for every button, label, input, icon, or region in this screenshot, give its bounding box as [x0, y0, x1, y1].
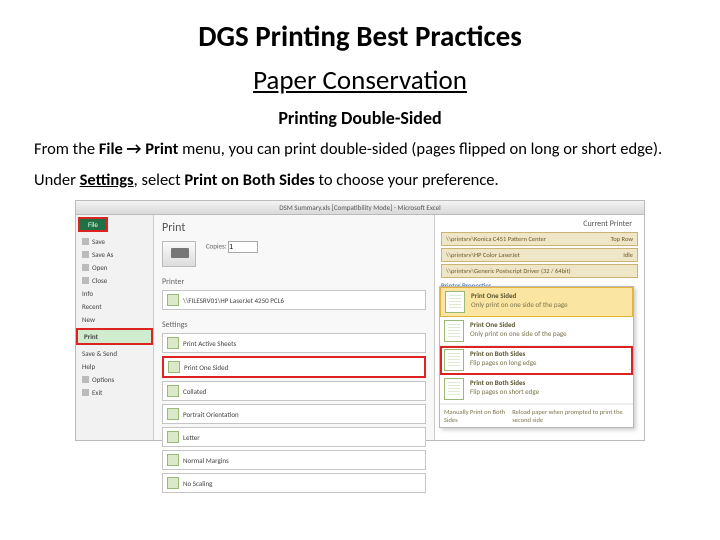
print-button[interactable]	[162, 241, 196, 267]
screenshot: DSM Summary.xls [Compatibility Mode] - M…	[75, 200, 645, 441]
sheets-icon	[167, 337, 179, 349]
exit-icon	[82, 389, 89, 396]
close-icon	[82, 277, 89, 284]
setting-sides[interactable]: Print One Sided	[162, 356, 426, 378]
settings-label: Settings	[162, 320, 426, 330]
sidebar-item-savesend[interactable]: Save & Send	[76, 347, 153, 360]
setting-margins[interactable]: Normal Margins	[162, 450, 426, 470]
paragraph-2: Under Settings, select Print on Both Sid…	[34, 170, 686, 191]
sidebar-item-open[interactable]: Open	[76, 261, 153, 274]
size-icon	[167, 431, 179, 443]
slide-subtitle: Paper Conservation	[34, 64, 686, 97]
window-titlebar: DSM Summary.xls [Compatibility Mode] - M…	[76, 201, 644, 215]
printer-label: Printer	[162, 277, 426, 287]
file-tab[interactable]: File	[78, 217, 108, 232]
sidebar-item-exit[interactable]: Exit	[76, 386, 153, 399]
dd-option-both-short[interactable]: Print on Both SidesFlip pages on short e…	[440, 375, 633, 404]
paragraph-1: From the File → Print menu, you can prin…	[34, 139, 686, 160]
sidebar-item-new[interactable]: New	[76, 313, 153, 326]
sidebar-item-save[interactable]: Save	[76, 235, 153, 248]
copies-label: Copies:	[206, 242, 227, 251]
slide-title: DGS Printing Best Practices	[34, 18, 686, 54]
page-icon	[444, 320, 464, 342]
collate-icon	[167, 385, 179, 397]
sidebar-item-saveas[interactable]: Save As	[76, 248, 153, 261]
printer-row-2[interactable]: \\printsrv\Generic Postscript Driver (32…	[441, 264, 638, 278]
dd-option-one-sided-1[interactable]: Print One SidedOnly print on one side of…	[440, 287, 633, 317]
dd-footer: Manually Print on Both Sides Reload pape…	[440, 404, 633, 427]
copies-input[interactable]	[228, 241, 258, 253]
setting-orientation[interactable]: Portrait Orientation	[162, 404, 426, 424]
page-icon	[444, 378, 464, 400]
page-icon	[445, 291, 465, 313]
sides-dropdown: Print One SidedOnly print on one side of…	[439, 286, 634, 428]
sidebar-item-options[interactable]: Options	[76, 373, 153, 386]
sidebar-item-close[interactable]: Close	[76, 274, 153, 287]
printer-row-1[interactable]: \\printsrv\HP Color LaserJetIdle	[441, 248, 638, 262]
open-icon	[82, 264, 89, 271]
sidebar-item-recent[interactable]: Recent	[76, 300, 153, 313]
sidebar-item-help[interactable]: Help	[76, 360, 153, 373]
setting-size[interactable]: Letter	[162, 427, 426, 447]
scaling-icon	[167, 477, 179, 489]
setting-scaling[interactable]: No Scaling	[162, 473, 426, 493]
sides-icon	[168, 361, 180, 373]
saveas-icon	[82, 251, 89, 258]
orientation-icon	[167, 408, 179, 420]
margins-icon	[167, 454, 179, 466]
dd-option-one-sided-2[interactable]: Print One SidedOnly print on one side of…	[440, 317, 633, 346]
dd-option-both-long[interactable]: Print on Both SidesFlip pages on long ed…	[440, 346, 633, 375]
save-icon	[82, 238, 89, 245]
copies-group: Copies:	[206, 241, 258, 253]
printer-icon	[167, 294, 179, 306]
setting-collated[interactable]: Collated	[162, 381, 426, 401]
printer-selector[interactable]: \\FILESRV01\HP LaserJet 4250 PCL6	[162, 290, 426, 310]
printer-row-0[interactable]: \\printsrv\Konica C451 Pattern CenterTop…	[441, 232, 638, 246]
page-icon	[444, 349, 464, 371]
setting-print-sheets[interactable]: Print Active Sheets	[162, 333, 426, 353]
printer-list-title: Current Printer	[441, 219, 638, 229]
section-heading: Printing Double-Sided	[34, 107, 686, 129]
backstage-sidebar: File Save Save As Open Close Info Recent…	[76, 215, 154, 440]
sidebar-item-print[interactable]: Print	[76, 328, 153, 345]
print-heading: Print	[162, 221, 426, 235]
print-panel: Print Copies: Printer \\FILESRV01\HP Las…	[154, 215, 434, 440]
options-icon	[82, 376, 89, 383]
sidebar-item-info[interactable]: Info	[76, 287, 153, 300]
